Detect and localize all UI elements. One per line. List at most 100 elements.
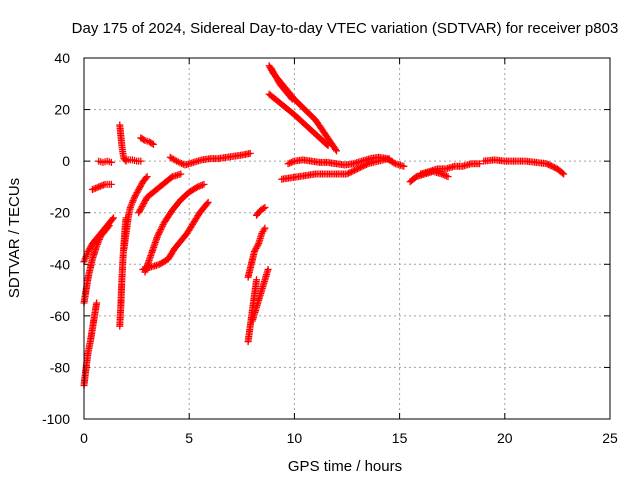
data-point-marker — [546, 161, 554, 169]
data-point-marker — [261, 204, 269, 212]
data-point-marker — [156, 227, 164, 235]
data-point-marker — [345, 169, 353, 177]
series-arc-12 — [141, 180, 208, 276]
x-axis-label: GPS time / hours — [288, 458, 402, 475]
data-point-marker — [148, 140, 156, 148]
data-point-marker — [173, 157, 181, 165]
series-arc-10 — [135, 170, 185, 217]
series-arc-20 — [267, 64, 296, 103]
data-point-marker — [253, 243, 261, 251]
grid — [84, 58, 610, 419]
data-point-marker — [390, 159, 398, 167]
y-tick-label: 0 — [62, 153, 70, 169]
data-point-marker — [348, 168, 356, 176]
series-arc-03 — [80, 222, 113, 307]
axis-ticks: 0 5 10 15 20 25 -100 -80 -60 -40 -20 0 20 40 — [42, 50, 618, 446]
series-arc-02 — [80, 299, 101, 389]
chart-title: Day 175 of 2024, Sidereal Day-to-day VTE… — [72, 20, 619, 37]
data-point-marker — [560, 170, 568, 178]
data-point-marker — [86, 244, 94, 252]
data-point-marker — [332, 147, 340, 155]
data-point-marker — [131, 192, 139, 200]
data-point-marker — [287, 94, 295, 102]
series-arc-09 — [137, 134, 157, 148]
data-point-marker — [272, 74, 280, 82]
x-tick-label: 5 — [185, 430, 193, 446]
data-point-marker — [332, 145, 340, 153]
data-point-marker — [288, 95, 296, 103]
data-point-marker — [105, 222, 113, 230]
data-point-marker — [264, 265, 272, 273]
data-point-marker — [84, 247, 92, 255]
data-point-marker — [558, 169, 566, 177]
data-point-marker — [444, 173, 452, 181]
data-point-marker — [343, 170, 351, 178]
y-tick-label: -40 — [50, 256, 70, 272]
y-tick-label: -20 — [50, 205, 70, 221]
y-tick-label: -80 — [50, 359, 70, 375]
data-point-marker — [177, 170, 185, 178]
data-point-marker — [149, 140, 157, 148]
data-point-marker — [246, 149, 254, 157]
x-tick-label: 20 — [497, 430, 513, 446]
data-point-marker — [543, 160, 551, 168]
data-point-marker — [104, 223, 112, 231]
data-point-marker — [135, 209, 143, 217]
data-point-marker — [157, 225, 165, 233]
data-point-marker — [271, 72, 279, 80]
data-point-marker — [136, 184, 144, 192]
data-point-marker — [85, 246, 93, 254]
data-point-marker — [154, 232, 162, 240]
data-point-marker — [155, 229, 163, 237]
y-tick-label: -60 — [50, 308, 70, 324]
series-arc-13 — [166, 149, 254, 169]
data-point-marker — [158, 224, 166, 232]
data-point-marker — [108, 215, 116, 223]
data-point-marker — [251, 246, 259, 254]
data-point-marker — [107, 158, 115, 166]
series-arc-17 — [253, 204, 269, 219]
data-point-marker — [346, 169, 354, 177]
y-tick-label: -100 — [42, 411, 70, 427]
data-point-marker — [137, 157, 145, 165]
data-point-marker — [109, 214, 117, 222]
series-arc-06 — [116, 121, 145, 165]
data-point-marker — [260, 204, 268, 212]
data-point-marker — [355, 164, 363, 172]
series-arc-04 — [95, 157, 115, 166]
y-tick-label: 20 — [54, 102, 70, 118]
x-tick-label: 25 — [602, 430, 618, 446]
data-point-marker — [137, 181, 145, 189]
data-point-marker — [141, 196, 149, 204]
series-arc-24 — [417, 160, 484, 178]
data-point-marker — [267, 64, 275, 72]
series-arc-15 — [244, 224, 269, 281]
data-point-marker — [107, 180, 115, 188]
data-point-marker — [549, 163, 557, 171]
y-tick-label: 40 — [54, 50, 70, 66]
data-point-marker — [274, 77, 282, 85]
data-point-marker — [140, 136, 148, 144]
data-point-marker — [254, 241, 262, 249]
series-arc-05 — [88, 180, 115, 194]
data-point-marker — [323, 141, 331, 149]
data-point-marker — [130, 193, 138, 201]
data-point-marker — [352, 166, 360, 174]
data-point-marker — [400, 162, 408, 170]
data-point-marker — [133, 189, 141, 197]
data-point-marker — [139, 201, 147, 209]
data-point-marker — [142, 174, 150, 182]
data-point-marker — [200, 180, 208, 188]
data-point-marker — [351, 166, 359, 174]
series-arc-08 — [120, 173, 151, 253]
data-point-marker — [136, 207, 144, 215]
data-point-marker — [253, 276, 261, 284]
data-point-marker — [154, 230, 162, 238]
data-marks — [80, 62, 568, 389]
data-point-marker — [324, 142, 332, 150]
series-arc-22 — [284, 153, 408, 170]
data-point-marker — [135, 186, 143, 194]
data-point-marker — [550, 163, 558, 171]
data-point-marker — [137, 204, 145, 212]
